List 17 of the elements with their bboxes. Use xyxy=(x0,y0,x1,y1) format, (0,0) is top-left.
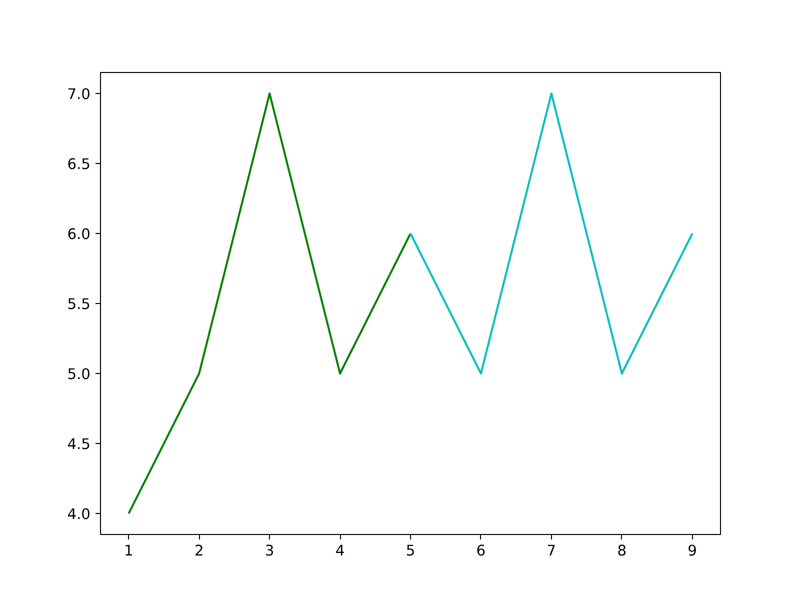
x-tick-label: 5 xyxy=(406,542,416,560)
x-tick-label: 9 xyxy=(688,542,697,560)
y-tick-label: 6.5 xyxy=(67,156,91,173)
y-tick-label: 5.0 xyxy=(67,366,91,383)
y-tick-label: 5.5 xyxy=(67,296,91,313)
x-tick-label: 8 xyxy=(617,542,627,560)
x-tick-label: 2 xyxy=(194,542,204,560)
x-tick-label: 4 xyxy=(335,542,345,560)
line-series xyxy=(128,92,412,514)
y-tick-label: 4.5 xyxy=(67,436,91,453)
y-tick-label: 6.0 xyxy=(67,226,91,243)
x-tick-label: 1 xyxy=(124,542,134,560)
y-tick-label: 4.0 xyxy=(67,506,91,523)
x-tick-label: 7 xyxy=(546,542,556,560)
y-tick-label: 7.0 xyxy=(67,86,91,103)
x-tick-label: 6 xyxy=(476,542,486,560)
x-tick-label: 3 xyxy=(264,542,274,560)
